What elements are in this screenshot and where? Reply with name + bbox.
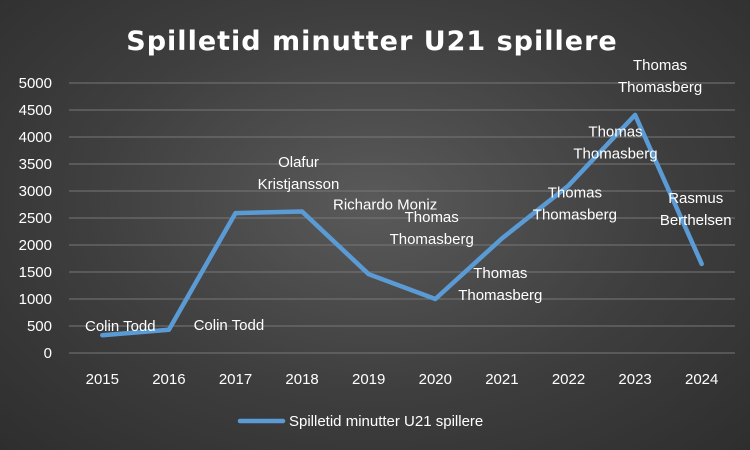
y-tick-label: 500 — [27, 318, 52, 335]
data-label: Colin Todd — [194, 317, 265, 334]
gridlines — [69, 82, 735, 354]
data-label: Olafur Kristjansson — [258, 154, 340, 193]
data-label: Thomas Thomasberg — [573, 124, 657, 163]
y-tick-label: 4500 — [19, 102, 52, 119]
x-tick-label: 2024 — [685, 371, 718, 388]
y-tick-label: 0 — [44, 345, 52, 362]
y-tick-label: 5000 — [19, 75, 52, 92]
x-tick-label: 2022 — [552, 371, 585, 388]
x-axis-tick-labels: 2015 2016 2017 2018 2019 2020 2021 2022 2023 2024 — [86, 371, 719, 388]
y-axis-tick-labels: 0 500 1000 1500 2000 2500 3000 3500 4000 4500 5000 — [19, 75, 52, 362]
x-tick-label: 2016 — [152, 371, 185, 388]
data-label: Thomas Thomasberg — [458, 265, 542, 304]
y-tick-label: 3500 — [19, 156, 52, 173]
x-tick-label: 2020 — [419, 371, 452, 388]
y-tick-label: 1000 — [19, 291, 52, 308]
x-tick-label: 2019 — [352, 371, 385, 388]
data-label: Colin Todd — [85, 318, 156, 335]
data-label: Thomas Thomasberg — [618, 57, 702, 96]
data-labels: Colin Todd Colin Todd Olafur Kristjansson Ri… — [85, 57, 732, 335]
y-tick-label: 2000 — [19, 237, 52, 254]
y-tick-label: 4000 — [19, 129, 52, 146]
legend: Spilletid minutter U21 spillere — [237, 413, 483, 430]
x-tick-label: 2021 — [485, 371, 518, 388]
series-line — [100, 112, 704, 338]
x-tick-label: 2015 — [86, 371, 119, 388]
y-tick-label: 1500 — [19, 264, 52, 281]
data-label: Thomas Thomasberg — [390, 209, 474, 248]
x-tick-label: 2017 — [219, 371, 252, 388]
x-tick-label: 2018 — [285, 371, 318, 388]
data-label: Rasmus Berthelsen — [660, 190, 732, 229]
y-tick-label: 3000 — [19, 183, 52, 200]
chart-title: Spilletid minutter U21 spillere — [126, 26, 617, 57]
data-label: Richardo Moniz — [333, 197, 437, 214]
legend-label: Spilletid minutter U21 spillere — [289, 413, 483, 430]
data-label: Thomas Thomasberg — [533, 185, 617, 224]
x-tick-label: 2023 — [618, 371, 651, 388]
y-tick-label: 2500 — [19, 210, 52, 227]
